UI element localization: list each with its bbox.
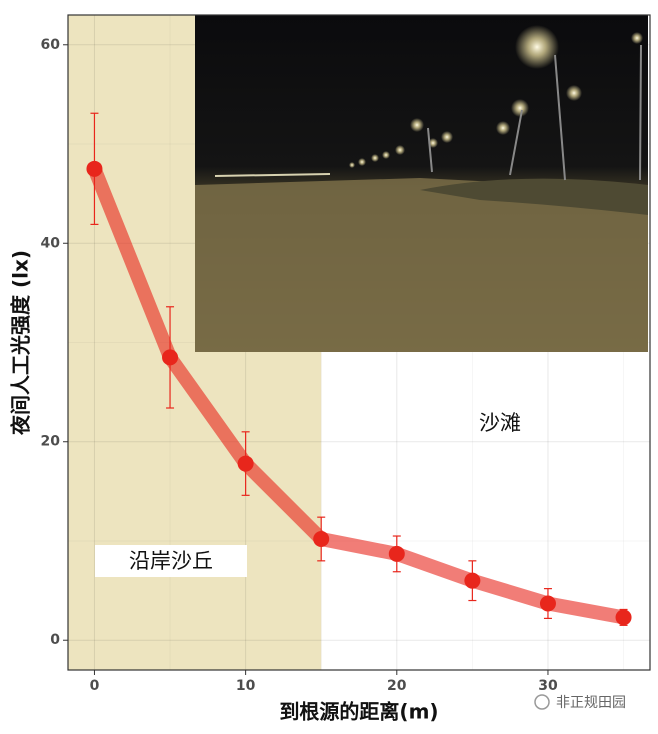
region-label-box (95, 545, 247, 577)
y-tick-label: 40 (41, 235, 61, 251)
data-point (237, 455, 254, 472)
photo-lamp (371, 154, 379, 162)
y-tick-label: 60 (41, 37, 61, 53)
y-axis-title: 夜间人工光强度 (lx) (9, 250, 33, 436)
data-point (162, 349, 179, 366)
photo-lamp (358, 158, 366, 166)
region-label: 沿岸沙丘 (129, 549, 213, 573)
watermark-icon (534, 694, 550, 710)
x-tick-label: 10 (236, 678, 256, 694)
watermark: 非正规田园 (556, 695, 626, 711)
data-point (86, 160, 103, 177)
panel-border (67, 14, 651, 671)
photo-poles (427, 44, 642, 181)
data-point (464, 572, 481, 589)
photo-lamp (515, 25, 559, 69)
annotation: 沙滩 (479, 411, 521, 435)
inset-photo (195, 15, 648, 352)
photo-lamp (382, 151, 390, 159)
photo-lamp (410, 118, 424, 132)
photo-lamp (631, 32, 643, 44)
data-point (615, 609, 632, 626)
photo-dunes (420, 178, 648, 215)
data-point (388, 545, 405, 562)
photo-lamp (349, 162, 355, 168)
data-point (539, 595, 556, 612)
photo-lamp (395, 145, 405, 155)
photo-lamp (441, 131, 453, 143)
photo-lamp (496, 121, 510, 135)
y-tick-label: 20 (41, 434, 61, 450)
series-line (87, 161, 631, 625)
photo-lamp (566, 85, 582, 101)
data-point (313, 531, 330, 547)
photo-lamp (511, 99, 529, 117)
x-tick-label: 20 (387, 678, 407, 694)
x-tick-label: 30 (538, 678, 558, 694)
photo-shore-lights (214, 173, 331, 177)
y-tick-label: 0 (50, 632, 60, 648)
x-tick-label: 0 (90, 678, 100, 694)
photo-sand (195, 178, 648, 352)
x-axis-title: 到根源的距离(m) (279, 700, 438, 724)
